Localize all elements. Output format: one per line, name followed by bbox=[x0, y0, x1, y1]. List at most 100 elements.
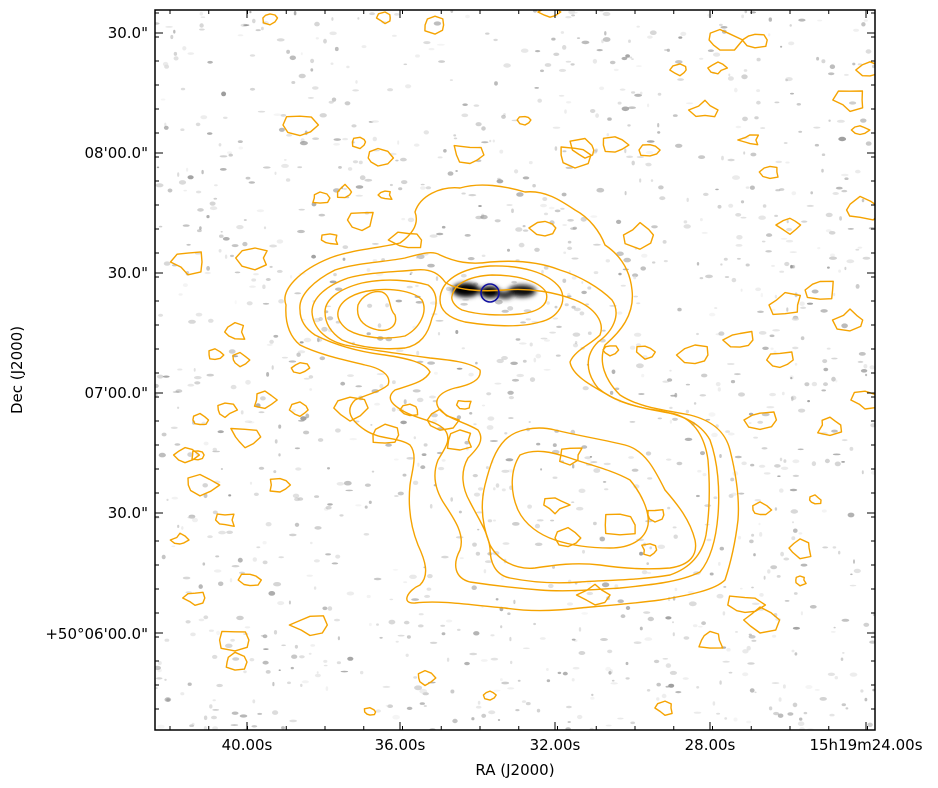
noise-speckle bbox=[344, 101, 351, 106]
noise-speckle bbox=[590, 696, 595, 700]
noise-speckle bbox=[252, 557, 257, 562]
noise-speckle bbox=[863, 19, 868, 22]
noise-speckle bbox=[830, 253, 835, 257]
noise-contour bbox=[262, 13, 279, 26]
noise-speckle bbox=[392, 714, 400, 720]
noise-speckle bbox=[249, 658, 255, 662]
noise-speckle bbox=[262, 660, 269, 665]
noise-speckle bbox=[603, 462, 611, 466]
noise-speckle bbox=[607, 649, 613, 654]
noise-speckle bbox=[515, 227, 523, 232]
noise-speckle bbox=[629, 56, 633, 59]
noise-speckle bbox=[172, 391, 180, 393]
noise-speckle bbox=[780, 237, 788, 240]
noise-speckle bbox=[672, 621, 674, 624]
noise-speckle bbox=[506, 204, 513, 206]
noise-speckle bbox=[441, 225, 446, 229]
noise-speckle bbox=[576, 37, 581, 39]
noise-speckle bbox=[629, 345, 636, 350]
noise-speckle bbox=[335, 554, 341, 559]
noise-speckle bbox=[762, 346, 769, 350]
contour-level-7 bbox=[451, 274, 548, 316]
noise-speckle bbox=[346, 65, 350, 69]
noise-speckle bbox=[355, 385, 363, 388]
noise-speckle bbox=[461, 192, 466, 195]
noise-speckle bbox=[331, 97, 337, 102]
noise-speckle bbox=[741, 14, 744, 19]
noise-speckle bbox=[419, 702, 425, 705]
noise-speckle bbox=[273, 470, 277, 474]
noise-speckle bbox=[298, 73, 306, 79]
noise-speckle bbox=[475, 122, 482, 127]
noise-contour bbox=[269, 477, 292, 493]
noise-speckle bbox=[674, 392, 678, 398]
noise-speckle bbox=[821, 509, 827, 513]
noise-speckle bbox=[501, 356, 508, 360]
noise-speckle bbox=[669, 419, 673, 424]
noise-speckle bbox=[830, 631, 836, 633]
noise-speckle bbox=[751, 639, 757, 642]
noise-speckle bbox=[182, 224, 190, 227]
noise-speckle bbox=[639, 91, 643, 96]
noise-speckle bbox=[633, 332, 642, 337]
noise-speckle bbox=[472, 542, 477, 547]
noise-speckle bbox=[343, 187, 347, 190]
noise-speckle bbox=[609, 390, 614, 395]
noise-speckle bbox=[791, 649, 795, 653]
noise-contour bbox=[647, 509, 665, 523]
noise-speckle bbox=[727, 158, 735, 162]
noise-speckle bbox=[511, 208, 514, 214]
noise-speckle bbox=[696, 686, 700, 689]
noise-contour bbox=[808, 494, 822, 505]
noise-speckle bbox=[562, 224, 567, 226]
noise-speckle bbox=[525, 702, 531, 706]
noise-speckle bbox=[372, 136, 377, 142]
noise-speckle bbox=[590, 109, 596, 113]
noise-speckle bbox=[739, 587, 743, 590]
noise-speckle bbox=[669, 369, 672, 372]
contour-south-inner bbox=[481, 427, 697, 570]
noise-speckle bbox=[753, 553, 756, 557]
noise-speckle bbox=[278, 424, 282, 429]
noise-speckle bbox=[579, 311, 585, 316]
x-tick-labels: 40.00s 36.00s 32.00s 28.00s 15h19m24.00s bbox=[222, 736, 923, 754]
noise-speckle bbox=[314, 21, 320, 27]
noise-speckle bbox=[331, 17, 334, 21]
noise-speckle bbox=[725, 430, 730, 433]
noise-speckle bbox=[230, 724, 239, 726]
noise-speckle bbox=[567, 219, 574, 222]
noise-speckle bbox=[674, 587, 678, 592]
noise-speckle bbox=[768, 17, 772, 22]
noise-contour bbox=[641, 543, 658, 557]
noise-speckle bbox=[794, 652, 798, 656]
noise-speckle bbox=[192, 517, 198, 523]
noise-speckle bbox=[492, 139, 495, 143]
noise-speckle bbox=[580, 216, 587, 222]
noise-speckle bbox=[213, 569, 222, 573]
noise-speckle bbox=[792, 346, 799, 350]
noise-speckle bbox=[394, 495, 399, 497]
noise-speckle bbox=[515, 338, 521, 341]
noise-speckle bbox=[775, 189, 781, 192]
noise-speckle bbox=[178, 293, 183, 296]
noise-speckle bbox=[263, 648, 269, 650]
noise-speckle bbox=[450, 497, 454, 502]
noise-speckle bbox=[668, 683, 675, 688]
noise-speckle bbox=[758, 464, 766, 468]
noise-speckle bbox=[197, 229, 202, 233]
noise-speckle bbox=[636, 302, 641, 305]
noise-speckle bbox=[834, 676, 838, 680]
noise-contour bbox=[635, 345, 656, 360]
noise-speckle bbox=[595, 148, 598, 152]
noise-speckle bbox=[572, 226, 578, 230]
noise-speckle bbox=[355, 185, 364, 189]
noise-speckle bbox=[177, 368, 183, 371]
noise-speckle bbox=[684, 437, 693, 441]
noise-speckle bbox=[286, 49, 290, 54]
noise-speckle bbox=[278, 453, 281, 457]
noise-speckle bbox=[761, 447, 768, 450]
noise-speckle bbox=[493, 38, 498, 42]
noise-speckle bbox=[629, 421, 636, 423]
noise-speckle bbox=[535, 353, 542, 359]
noise-contour bbox=[516, 115, 532, 126]
